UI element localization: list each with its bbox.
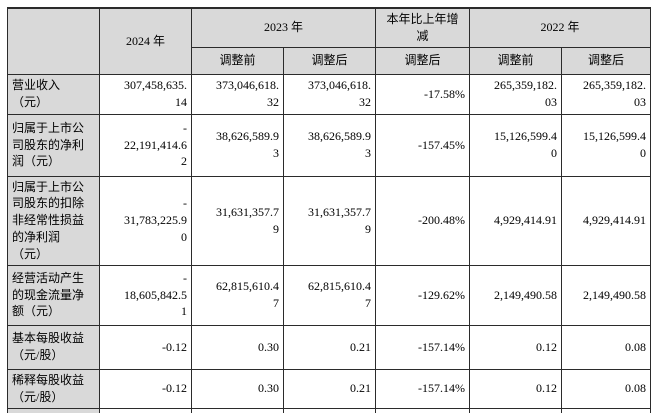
cell-2023-after: 31,631,357.7 9: [282, 175, 377, 266]
header-yoy-change: 本年比上年增 减: [375, 7, 471, 48]
cell-yoy-change: -200.48%: [375, 175, 471, 266]
cell-2023-after: 0.21: [282, 324, 377, 370]
cell-2022-after: 0.08: [561, 368, 652, 409]
cell-2024: - 22,191,414.6 2: [99, 113, 192, 177]
cell-2022-before: 265,359,182. 03: [469, 73, 563, 115]
table-row-net-profit-attributable: 归属于上市公 司股东的净利 润（元） - 22,191,414.6 2 38,6…: [7, 113, 652, 177]
cell-2022-after: 265,359,182. 03: [561, 73, 652, 115]
cell-2022-after: 15,126,599.4 0: [561, 113, 652, 177]
cell-2022-before: 2,149,490.58: [469, 264, 563, 326]
table-row-basic-eps: 基本每股收益 （元/股） -0.12 0.30 0.21 -157.14% 0.…: [7, 324, 652, 370]
cell-2022-before: 0.12: [469, 324, 563, 370]
cell-2022-before: 4,929,414.91: [469, 175, 563, 266]
cell-2024: 307,458,635. 14: [99, 73, 192, 115]
cell-2024: -0.12: [99, 324, 192, 370]
header-row-years: 2024 年 2023 年 本年比上年增 减 2022 年: [7, 7, 652, 75]
cell-2022-before: 15,126,599.4 0: [469, 113, 563, 177]
row-label: 稀释每股收益 （元/股）: [7, 368, 100, 409]
cell-yoy-change: -6.98%: [375, 407, 471, 413]
cell-yoy-change: -157.14%: [375, 368, 471, 409]
table-row-operating-revenue: 营业收入 （元） 307,458,635. 14 373,046,618. 32…: [7, 73, 652, 115]
cell-2022-after: 0.08: [561, 324, 652, 370]
row-label: 加权平均净资 产收益率: [7, 407, 100, 413]
row-label: 营业收入 （元）: [7, 73, 100, 115]
key-financial-indicators-table: 2024 年 2023 年 本年比上年增 减 2022 年 调整前 调整后 调整…: [7, 7, 652, 413]
header-2023-after-adjustment: 调整后: [282, 46, 377, 75]
header-2022-before-adjustment: 调整前: [469, 46, 563, 75]
row-label: 归属于上市公 司股东的净利 润（元）: [7, 113, 100, 177]
header-2022: 2022 年: [469, 7, 652, 48]
row-label: 基本每股收益 （元/股）: [7, 324, 100, 370]
cell-2023-before: 0.30: [191, 324, 284, 370]
cell-2023-before: 0.30: [191, 368, 284, 409]
cell-2023-before: 4.41%: [191, 407, 284, 413]
table-row-net-profit-excl-nonrecurring: 归属于上市公 司股东的扣除 非经常性损益 的净利润 （元） - 31,783,2…: [7, 175, 652, 266]
cell-2022-after: 2,149,490.58: [561, 264, 652, 326]
cell-2023-before: 62,815,610.4 7: [191, 264, 284, 326]
cell-2023-after: 373,046,618. 32: [282, 73, 377, 115]
table-row-weighted-avg-roe: 加权平均净资 产收益率 -2.57% 4.41% 4.41% -6.98% 1.…: [7, 407, 652, 413]
cell-2024: -2.57%: [99, 407, 192, 413]
header-2023-before-adjustment: 调整前: [191, 46, 284, 75]
cell-yoy-change: -129.62%: [375, 264, 471, 326]
header-2022-after-adjustment: 调整后: [561, 46, 652, 75]
row-label: 归属于上市公 司股东的扣除 非经常性损益 的净利润 （元）: [7, 175, 100, 266]
cell-2023-after: 4.41%: [282, 407, 377, 413]
cell-yoy-change: -157.45%: [375, 113, 471, 177]
cell-2022-before: 0.12: [469, 368, 563, 409]
cell-2022-after: 4,929,414.91: [561, 175, 652, 266]
header-change-after-adjustment: 调整后: [375, 46, 471, 75]
cell-2024: - 31,783,225.9 0: [99, 175, 192, 266]
cell-2023-after: 38,626,589.9 3: [282, 113, 377, 177]
cell-2023-before: 373,046,618. 32: [191, 73, 284, 115]
cell-yoy-change: -17.58%: [375, 73, 471, 115]
table-row-operating-cash-flow: 经营活动产生 的现金流量净 额（元） - 18,605,842.5 1 62,8…: [7, 264, 652, 326]
cell-2024: -0.12: [99, 368, 192, 409]
header-corner-cell: [7, 7, 100, 75]
row-label: 经营活动产生 的现金流量净 额（元）: [7, 264, 100, 326]
header-2023: 2023 年: [190, 7, 377, 48]
header-row-adjustment: 调整前 调整后 调整后 调整前 调整后: [8, 46, 652, 75]
cell-2022-before: 1.87%: [469, 407, 563, 413]
cell-yoy-change: -157.14%: [375, 324, 471, 370]
cell-2023-after: 62,815,610.4 7: [282, 264, 377, 326]
table-row-diluted-eps: 稀释每股收益 （元/股） -0.12 0.30 0.21 -157.14% 0.…: [7, 368, 652, 409]
header-2024: 2024 年: [99, 7, 192, 75]
cell-2023-before: 31,631,357.7 9: [191, 175, 284, 266]
cell-2023-after: 0.21: [282, 368, 377, 409]
cell-2023-before: 38,626,589.9 3: [191, 113, 284, 177]
cell-2024: - 18,605,842.5 1: [99, 264, 192, 326]
cell-2022-after: 1.87%: [561, 407, 652, 413]
